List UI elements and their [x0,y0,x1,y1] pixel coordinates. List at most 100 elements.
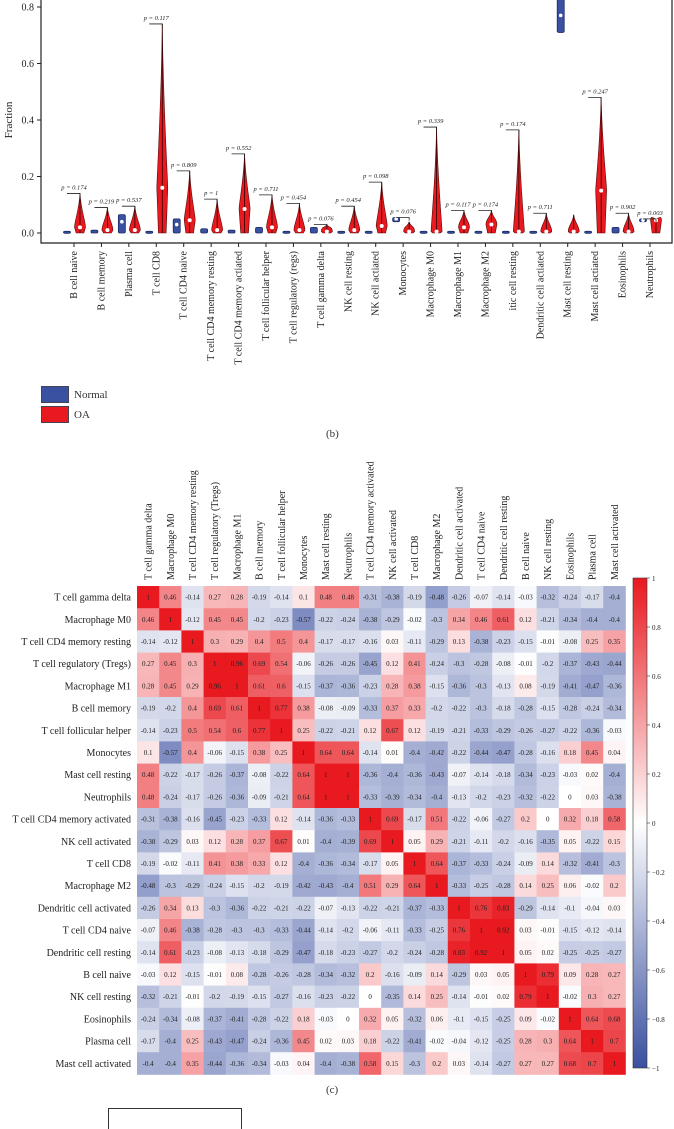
heatmap-cell-value: -0.38 [341,1060,356,1068]
heatmap-cell-value: -0.22 [318,616,333,624]
heatmap-cell-value: 0.54 [209,727,222,735]
heatmap-cell [336,852,360,875]
heatmap-cell-value: -0.28 [474,660,489,668]
heatmap-cell-value: -0.36 [230,904,245,912]
heatmap-cell [248,586,271,609]
heatmap-cell [248,874,271,898]
heatmap-cell [425,830,449,853]
heatmap-cell [336,652,360,676]
panel-label-c: (c) [326,1084,339,1096]
heatmap-cell [470,941,493,964]
heatmap-cell-value: -0.47 [496,749,511,757]
heatmap-cell [270,919,293,942]
heatmap-cell [558,586,582,609]
heatmap-cell [225,674,249,698]
legend-swatch-oa [41,406,69,423]
heatmap-cell [314,741,338,764]
heatmap-cell-value: -0.24 [141,1015,156,1023]
heatmap-cell-value: -0.38 [363,616,378,624]
heatmap-cell [581,919,604,942]
plot-frame [40,0,673,244]
heatmap-cell-value: -0.08 [207,949,222,957]
heatmap-cell [336,963,360,986]
heatmap-cell-value: 0.45 [209,616,222,624]
heatmap-cell [425,763,449,787]
heatmap-cell-value: -0.14 [141,727,156,735]
heatmap-cell [447,586,471,609]
heatmap-cell-value: 1 [613,1060,617,1068]
heatmap-col-label: NK cell activated [388,510,399,580]
heatmap-cell [581,830,604,853]
oa-median-dot [626,229,631,234]
heatmap-cell [137,1007,160,1031]
heatmap-cell [203,652,227,676]
p-value-label: p = 0.537 [115,197,142,204]
heatmap-cell [514,1007,537,1031]
colorbar-tick-label: 0.6 [652,673,661,681]
heatmap-cell [336,808,360,831]
heatmap-cell-value: -0.28 [496,882,511,890]
heatmap-cell-value: -0.09 [341,705,356,713]
heatmap-cell-value: -0.27 [496,816,511,824]
heatmap-cell [336,1007,360,1031]
heatmap-cell-value: 0.25 [186,1038,199,1046]
heatmap-cell-value: -0.03 [274,1060,289,1068]
heatmap-col-label: Dendritic cell resting [499,496,510,580]
legend-oa: OA [41,406,90,423]
heatmap-cell-value: 0.13 [453,638,466,646]
heatmap-cell-value: -0.28 [518,705,533,713]
heatmap-cell [536,963,560,986]
heatmap-cell-value: 0.28 [231,594,244,602]
heatmap-cell-value: -0.4 [409,749,421,757]
heatmap-cell [181,985,204,1009]
heatmap-cell-value: -0.15 [296,682,311,690]
heatmap-cell [470,697,493,720]
heatmap-cell-value: 1 [590,1038,594,1046]
heatmap-cell-value: 0.64 [564,1038,577,1046]
heatmap-cell [137,674,160,698]
heatmap-cell-value: 0.14 [431,971,444,979]
heatmap-cell [225,941,249,964]
heatmap-cell [270,896,293,920]
heatmap-cell-value: 0.03 [186,838,199,846]
heatmap-cell [159,608,182,631]
heatmap-cell [403,652,426,676]
heatmap-cell [492,652,515,676]
heatmap-cell [536,852,560,875]
heatmap-cell-value: -0.3 [231,927,243,935]
heatmap-cell-value: -0.36 [318,816,333,824]
heatmap-cell-value: 0.3 [188,660,197,668]
heatmap-cell-value: -0.23 [363,682,378,690]
heatmap-cell [514,941,537,964]
heatmap-cell-value: -0.22 [363,904,378,912]
heatmap-cell-value: 0.34 [164,904,177,912]
heatmap-cell [336,697,360,720]
heatmap-cell [447,1030,471,1053]
heatmap-cell-value: -0.15 [540,705,555,713]
heatmap-cell [292,586,315,609]
heatmap-cell-value: -0.23 [540,771,555,779]
heatmap-cell-value: -0.15 [563,927,578,935]
heatmap-cell [225,963,249,986]
heatmap-cell-value: -0.21 [163,993,178,1001]
heatmap-cell [159,963,182,986]
oa-median-dot [407,229,412,234]
heatmap-cell-value: -0.07 [452,771,467,779]
heatmap-cell [137,719,160,742]
heatmap-cell-value: -0.22 [540,793,555,801]
heatmap-cell [447,674,471,698]
heatmap-cell-value: -0.19 [141,860,156,868]
x-tick-label: T cell CD4 memory actiated [234,251,245,365]
heatmap-cell-value: -0.22 [341,993,356,1001]
heatmap-cell-value: 0.46 [475,616,488,624]
heatmap-cell-value: 0.61 [164,949,177,957]
colorbar-tick-label: −0.4 [652,918,665,926]
heatmap-cell [514,830,537,853]
heatmap-cell-value: -0.14 [607,927,622,935]
heatmap-cell-value: -0.2 [254,882,266,890]
heatmap-cell [425,785,449,809]
heatmap-cell-value: -0.1 [564,904,576,912]
heatmap-cell-value: -0.12 [163,638,178,646]
heatmap-cell [359,630,382,653]
heatmap-cell [203,1052,227,1075]
